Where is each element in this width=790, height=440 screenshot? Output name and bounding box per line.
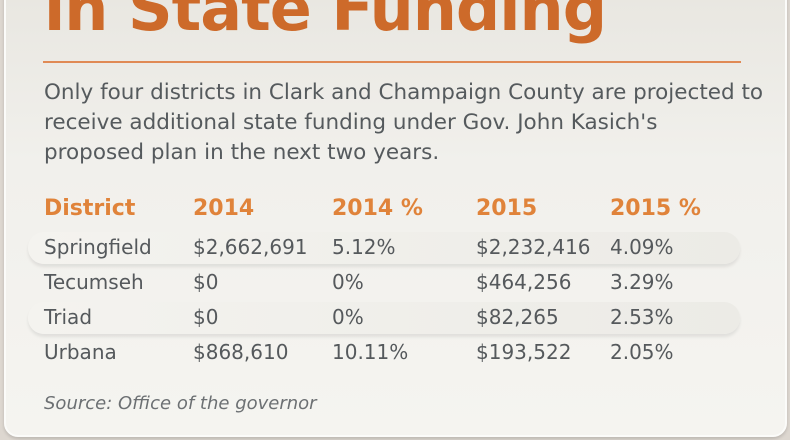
row-highlight-band xyxy=(28,302,740,334)
cell-2015-pct: 4.09% xyxy=(610,235,674,259)
cell-2015: $464,256 xyxy=(476,270,572,294)
chart-description: Only four districts in Clark and Champai… xyxy=(44,80,764,165)
header-2014: 2014 xyxy=(193,196,255,221)
header-district: District xyxy=(44,196,136,221)
cell-2014: $868,610 xyxy=(193,340,289,364)
header-2014-pct: 2014 % xyxy=(332,196,423,221)
header-2015: 2015 xyxy=(476,196,538,221)
infographic-card xyxy=(4,0,787,437)
source-note: Source: Office of the governor xyxy=(44,393,317,414)
header-2015-pct: 2015 % xyxy=(610,196,701,221)
cell-2014: $2,662,691 xyxy=(193,235,308,259)
cell-2014-pct: 0% xyxy=(332,305,364,329)
cell-2014-pct: 10.11% xyxy=(332,340,409,364)
row-highlight-band xyxy=(28,232,740,264)
cell-2014: $0 xyxy=(193,305,219,329)
cell-2015-pct: 2.05% xyxy=(610,340,674,364)
chart-title: in State Funding xyxy=(44,0,607,45)
title-divider xyxy=(43,61,741,63)
cell-2015: $82,265 xyxy=(476,305,559,329)
cell-2015-pct: 2.53% xyxy=(610,305,674,329)
cell-2014: $0 xyxy=(193,270,219,294)
cell-district: Springfield xyxy=(44,235,152,259)
cell-2015: $2,232,416 xyxy=(476,235,591,259)
cell-2014-pct: 5.12% xyxy=(332,235,396,259)
cell-district: Urbana xyxy=(44,340,117,364)
cell-2015-pct: 3.29% xyxy=(610,270,674,294)
cell-2015: $193,522 xyxy=(476,340,572,364)
cell-2014-pct: 0% xyxy=(332,270,364,294)
cell-district: Tecumseh xyxy=(44,270,144,294)
cell-district: Triad xyxy=(44,305,93,329)
